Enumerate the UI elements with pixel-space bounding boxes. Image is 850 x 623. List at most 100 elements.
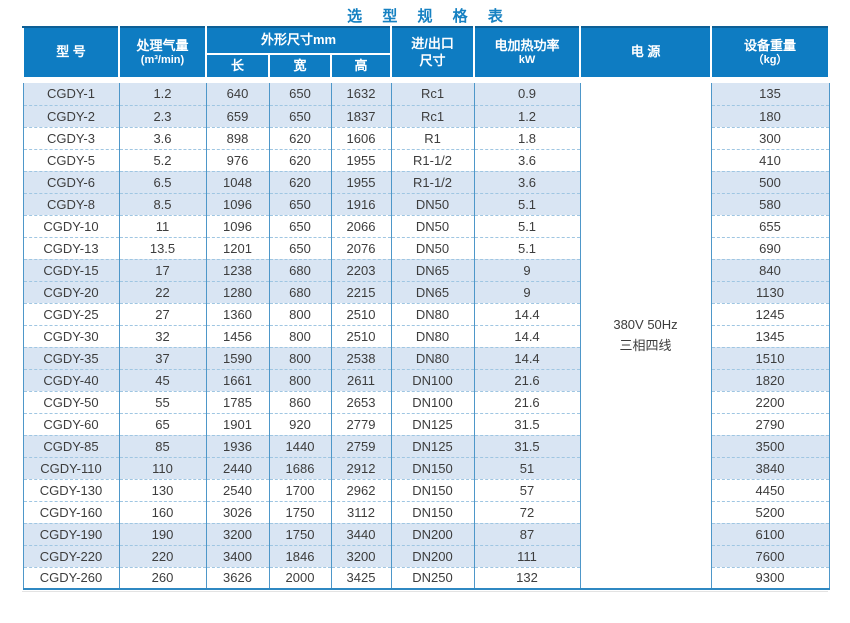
inlet-outlet-cell: Rc1 <box>390 83 475 105</box>
inlet-outlet-cell: DN80 <box>390 346 475 369</box>
height-cell: 2215 <box>330 280 392 303</box>
width-cell: 620 <box>268 170 331 193</box>
height-cell: 2912 <box>330 456 392 479</box>
length-cell: 1238 <box>205 258 269 281</box>
weight-cell: 3840 <box>710 456 830 479</box>
height-cell: 2510 <box>330 302 392 325</box>
heater-power-cell: 0.9 <box>473 83 581 105</box>
airflow-cell: 11 <box>118 214 206 237</box>
table-header: 型 号 处理气量 (m³/min) 外形尺寸mm 进/出口 尺寸 电加热功率 k… <box>22 26 831 79</box>
inlet-outlet-cell: Rc1 <box>390 104 475 127</box>
heater-power-cell: 31.5 <box>473 412 581 435</box>
power-supply-line1: 380V 50Hz <box>613 317 678 333</box>
airflow-cell: 65 <box>118 412 206 435</box>
airflow-cell: 190 <box>118 522 206 545</box>
height-cell: 1632 <box>330 83 392 105</box>
inlet-outlet-cell: DN65 <box>390 258 475 281</box>
height-cell: 1955 <box>330 170 392 193</box>
table-row: CGDY-35 37 1590 800 2538 DN80 14.4 1510 <box>22 346 830 369</box>
height-cell: 3112 <box>330 500 392 523</box>
table-row: CGDY-40 45 1661 800 2611 DN100 21.6 1820 <box>22 368 830 391</box>
col-header-inlet-outlet: 进/出口 尺寸 <box>390 26 476 79</box>
width-cell: 680 <box>268 258 331 281</box>
inlet-outlet-cell: DN80 <box>390 302 475 325</box>
airflow-cell: 8.5 <box>118 192 206 215</box>
inlet-outlet-cell: DN250 <box>390 566 475 590</box>
heater-power-cell: 3.6 <box>473 148 581 171</box>
width-cell: 620 <box>268 126 331 149</box>
length-cell: 1661 <box>205 368 269 391</box>
width-cell: 1750 <box>268 500 331 523</box>
airflow-cell: 3.6 <box>118 126 206 149</box>
airflow-cell: 13.5 <box>118 236 206 259</box>
model-cell: CGDY-2 <box>22 104 119 127</box>
model-cell: CGDY-30 <box>22 324 119 347</box>
width-cell: 650 <box>268 192 331 215</box>
model-cell: CGDY-20 <box>22 280 119 303</box>
inlet-outlet-cell: DN150 <box>390 478 475 501</box>
length-cell: 1901 <box>205 412 269 435</box>
page-title: 选 型 规 格 表 <box>347 8 511 25</box>
airflow-cell: 37 <box>118 346 206 369</box>
inlet-outlet-cell: R1-1/2 <box>390 170 475 193</box>
table-row: CGDY-10 11 1096 650 2066 DN50 5.1 655 <box>22 214 830 237</box>
model-cell: CGDY-110 <box>22 456 119 479</box>
model-cell: CGDY-190 <box>22 522 119 545</box>
airflow-cell: 130 <box>118 478 206 501</box>
height-cell: 2510 <box>330 324 392 347</box>
heater-power-cell: 9 <box>473 280 581 303</box>
weight-cell: 3500 <box>710 434 830 457</box>
weight-cell: 7600 <box>710 544 830 567</box>
weight-cell: 690 <box>710 236 830 259</box>
weight-cell: 9300 <box>710 566 830 590</box>
length-cell: 1280 <box>205 280 269 303</box>
width-cell: 620 <box>268 148 331 171</box>
model-cell: CGDY-220 <box>22 544 119 567</box>
model-cell: CGDY-1 <box>22 83 119 105</box>
airflow-cell: 17 <box>118 258 206 281</box>
width-cell: 1700 <box>268 478 331 501</box>
width-cell: 2000 <box>268 566 331 590</box>
model-cell: CGDY-5 <box>22 148 119 171</box>
height-cell: 1955 <box>330 148 392 171</box>
heater-power-cell: 9 <box>473 258 581 281</box>
table-row: CGDY-50 55 1785 860 2653 DN100 21.6 2200 <box>22 390 830 413</box>
heater-power-cell: 51 <box>473 456 581 479</box>
length-cell: 1456 <box>205 324 269 347</box>
heater-power-cell: 132 <box>473 566 581 590</box>
table-row: CGDY-260 260 3626 2000 3425 DN250 132 93… <box>22 566 830 590</box>
inlet-outlet-cell: DN200 <box>390 522 475 545</box>
airflow-cell: 22 <box>118 280 206 303</box>
heater-power-cell: 87 <box>473 522 581 545</box>
power-supply-line2: 三相四线 <box>619 337 672 353</box>
length-cell: 640 <box>205 83 269 105</box>
inlet-outlet-cell: DN200 <box>390 544 475 567</box>
table-row: CGDY-13 13.5 1201 650 2076 DN50 5.1 690 <box>22 236 830 259</box>
model-cell: CGDY-130 <box>22 478 119 501</box>
width-cell: 800 <box>268 368 331 391</box>
airflow-cell: 2.3 <box>118 104 206 127</box>
width-cell: 650 <box>268 83 331 105</box>
heater-power-cell: 111 <box>473 544 581 567</box>
airflow-cell: 160 <box>118 500 206 523</box>
col-header-length: 长 <box>205 53 270 79</box>
airflow-cell: 5.2 <box>118 148 206 171</box>
length-cell: 1360 <box>205 302 269 325</box>
col-header-power-supply: 电 源 <box>579 26 713 79</box>
inlet-outlet-cell: DN80 <box>390 324 475 347</box>
model-cell: CGDY-260 <box>22 566 119 590</box>
inlet-outlet-cell: DN100 <box>390 368 475 391</box>
height-cell: 1606 <box>330 126 392 149</box>
length-cell: 1096 <box>205 192 269 215</box>
weight-cell: 1345 <box>710 324 830 347</box>
heater-power-cell: 21.6 <box>473 390 581 413</box>
model-cell: CGDY-6 <box>22 170 119 193</box>
table-row: CGDY-1 1.2 640 650 1632 Rc1 0.9 380V 50H… <box>22 83 830 590</box>
length-cell: 1201 <box>205 236 269 259</box>
length-cell: 3026 <box>205 500 269 523</box>
inlet-outlet-cell: DN50 <box>390 192 475 215</box>
inlet-outlet-cell: R1-1/2 <box>390 148 475 171</box>
heater-power-cell: 14.4 <box>473 302 581 325</box>
model-cell: CGDY-13 <box>22 236 119 259</box>
